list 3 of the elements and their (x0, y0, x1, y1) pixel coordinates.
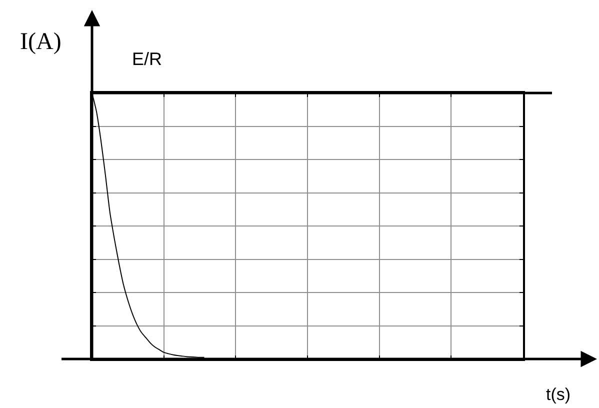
y-axis-title: I(A) (20, 29, 62, 55)
ref-line-label: E/R (132, 49, 162, 69)
x-axis-title: t(s) (546, 385, 571, 404)
